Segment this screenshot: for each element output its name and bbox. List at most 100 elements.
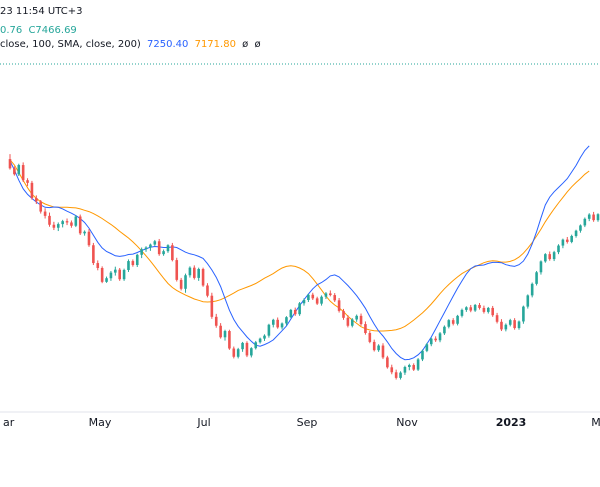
candle (421, 349, 424, 362)
candle-body (557, 245, 560, 253)
candle-body (223, 331, 227, 338)
candle-body (583, 218, 587, 226)
candle (250, 347, 253, 358)
x-tick-label: M (591, 416, 600, 429)
candle (232, 346, 236, 359)
candle (386, 355, 389, 369)
candle-body (596, 214, 600, 221)
candle-body (87, 231, 91, 246)
candle (377, 344, 380, 352)
candle-body (456, 315, 459, 324)
legend-ma100-value: 7250.40 (147, 39, 189, 50)
candle (425, 342, 429, 353)
candle-body (403, 367, 407, 373)
candle (574, 229, 578, 238)
candle (52, 221, 56, 231)
candle (342, 308, 345, 320)
candle (109, 270, 113, 281)
candle (429, 337, 433, 347)
candle (482, 305, 486, 314)
candle-body (78, 216, 82, 234)
legend-extra-2: ø (254, 39, 261, 50)
candle-body (386, 357, 389, 368)
candle-body (333, 295, 337, 301)
candle-body (530, 283, 534, 296)
candle (263, 334, 266, 341)
candle-body (513, 320, 516, 329)
candle-body (421, 350, 424, 360)
candle (206, 283, 209, 298)
candle-body (210, 295, 214, 317)
candle-body (447, 320, 451, 327)
candle-body (517, 321, 521, 329)
candle-body (408, 365, 411, 367)
candle-body (482, 307, 486, 312)
candle-body (491, 307, 494, 316)
candle (245, 341, 249, 358)
candle (526, 294, 530, 309)
legend-time-row: 23 11:54 UTC+3 (0, 6, 82, 17)
candle (447, 319, 451, 329)
candle-body (394, 372, 398, 378)
candle (346, 315, 350, 328)
candle-body (109, 272, 113, 279)
candle (390, 364, 394, 375)
candle (359, 313, 363, 326)
candle (219, 323, 222, 339)
candle (267, 323, 271, 338)
candle (153, 239, 157, 246)
candle (144, 246, 148, 252)
candle-body (399, 372, 402, 378)
candle-body (381, 345, 385, 358)
candle (140, 247, 143, 259)
candle-body (473, 304, 477, 311)
candle-body (451, 320, 455, 324)
candle-body (350, 319, 354, 326)
candle (21, 162, 25, 182)
candle (394, 369, 398, 380)
candle-body (307, 294, 310, 301)
candle-body (13, 168, 16, 175)
candle (355, 314, 358, 322)
candle (456, 314, 459, 326)
candle-body (443, 326, 446, 334)
candle-body (250, 348, 253, 356)
candle-body (574, 230, 578, 236)
candle (434, 336, 437, 342)
candle (333, 293, 337, 302)
candle-body (390, 367, 394, 373)
candle-body (429, 338, 433, 345)
candle-body (39, 201, 43, 212)
candle (517, 320, 521, 330)
candle (544, 253, 547, 263)
candle-body (166, 245, 170, 252)
candle (350, 318, 354, 328)
candle (587, 213, 591, 222)
candle-body (587, 214, 591, 219)
candle-body (469, 307, 473, 311)
x-tick-label: Nov (396, 416, 418, 429)
candle (157, 238, 161, 256)
candle-body (293, 309, 297, 315)
candle (329, 290, 332, 297)
candle-body (61, 221, 64, 225)
candle (131, 259, 135, 267)
candle-body (267, 324, 271, 336)
candle-body (149, 244, 152, 248)
candle-body (175, 260, 179, 280)
candle-body (232, 348, 236, 357)
candle (302, 298, 306, 306)
candle-body (592, 214, 595, 221)
candle (96, 260, 100, 271)
candle-body (56, 224, 60, 228)
candle (403, 365, 407, 375)
candle (100, 266, 104, 284)
candle-body (561, 239, 565, 246)
candle (83, 230, 86, 236)
candle (258, 337, 262, 344)
candle-body (92, 245, 95, 264)
candle (337, 298, 341, 313)
candle (70, 220, 73, 228)
candle (465, 306, 468, 312)
